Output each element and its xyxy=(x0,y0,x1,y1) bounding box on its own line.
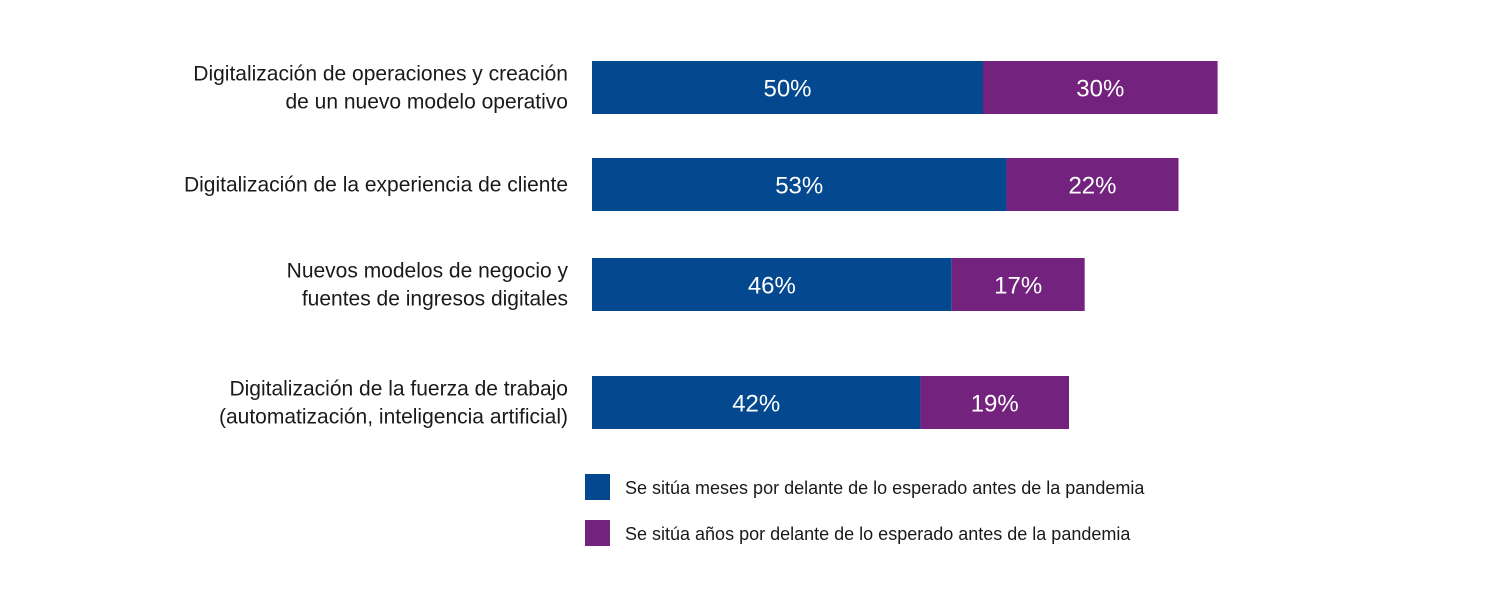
bar-segment-months xyxy=(592,61,983,114)
data-label: 42% xyxy=(732,391,780,418)
data-label: 53% xyxy=(775,173,823,200)
bar-segment-years xyxy=(983,61,1218,114)
bar-row: Digitalización de la fuerza de trabajo (a… xyxy=(219,376,1070,429)
legend-label: Se sitúa meses por delante de lo esperad… xyxy=(625,478,1145,498)
category-label: Digitalización de la fuerza de trabajo (a… xyxy=(219,378,568,429)
category-label: Digitalización de la experiencia de clie… xyxy=(184,174,568,197)
bar-segment-years xyxy=(951,258,1085,311)
category-label-line: Digitalización de operaciones y creación xyxy=(193,63,568,86)
legend-swatch xyxy=(585,474,610,500)
bar-segment-months xyxy=(592,376,921,429)
legend-item: Se sitúa años por delante de lo esperado… xyxy=(585,520,1131,546)
legend-item: Se sitúa meses por delante de lo esperad… xyxy=(585,474,1145,500)
legend-swatch xyxy=(585,520,610,546)
bar-segment-years xyxy=(1006,158,1179,211)
data-label: 50% xyxy=(763,76,811,103)
category-label-line: Nuevos modelos de negocio y xyxy=(287,260,569,283)
legend-label: Se sitúa años por delante de lo esperado… xyxy=(625,524,1131,544)
category-label-line: fuentes de ingresos digitales xyxy=(302,288,568,311)
category-label-line: Digitalización de la experiencia de clie… xyxy=(184,174,568,197)
bar-row: Digitalización de operaciones y creación… xyxy=(193,61,1218,114)
data-label: 19% xyxy=(971,391,1019,418)
data-label: 46% xyxy=(748,273,796,300)
bar-segment-months xyxy=(592,158,1007,211)
category-label-line: Digitalización de la fuerza de trabajo xyxy=(229,378,568,401)
data-label: 30% xyxy=(1076,76,1124,103)
category-label: Digitalización de operaciones y creación… xyxy=(193,63,568,114)
bar-segment-years xyxy=(920,376,1070,429)
data-label: 17% xyxy=(994,273,1042,300)
category-label: Nuevos modelos de negocio y fuentes de in… xyxy=(287,260,569,311)
category-label-line: (automatización, inteligencia artificial… xyxy=(219,406,568,429)
bar-row: Nuevos modelos de negocio y fuentes de in… xyxy=(287,258,1085,311)
data-label: 22% xyxy=(1068,173,1116,200)
category-label-line: de un nuevo modelo operativo xyxy=(285,91,568,114)
bar-row: Digitalización de la experiencia de clie… xyxy=(184,158,1179,211)
bar-segment-months xyxy=(592,258,952,311)
